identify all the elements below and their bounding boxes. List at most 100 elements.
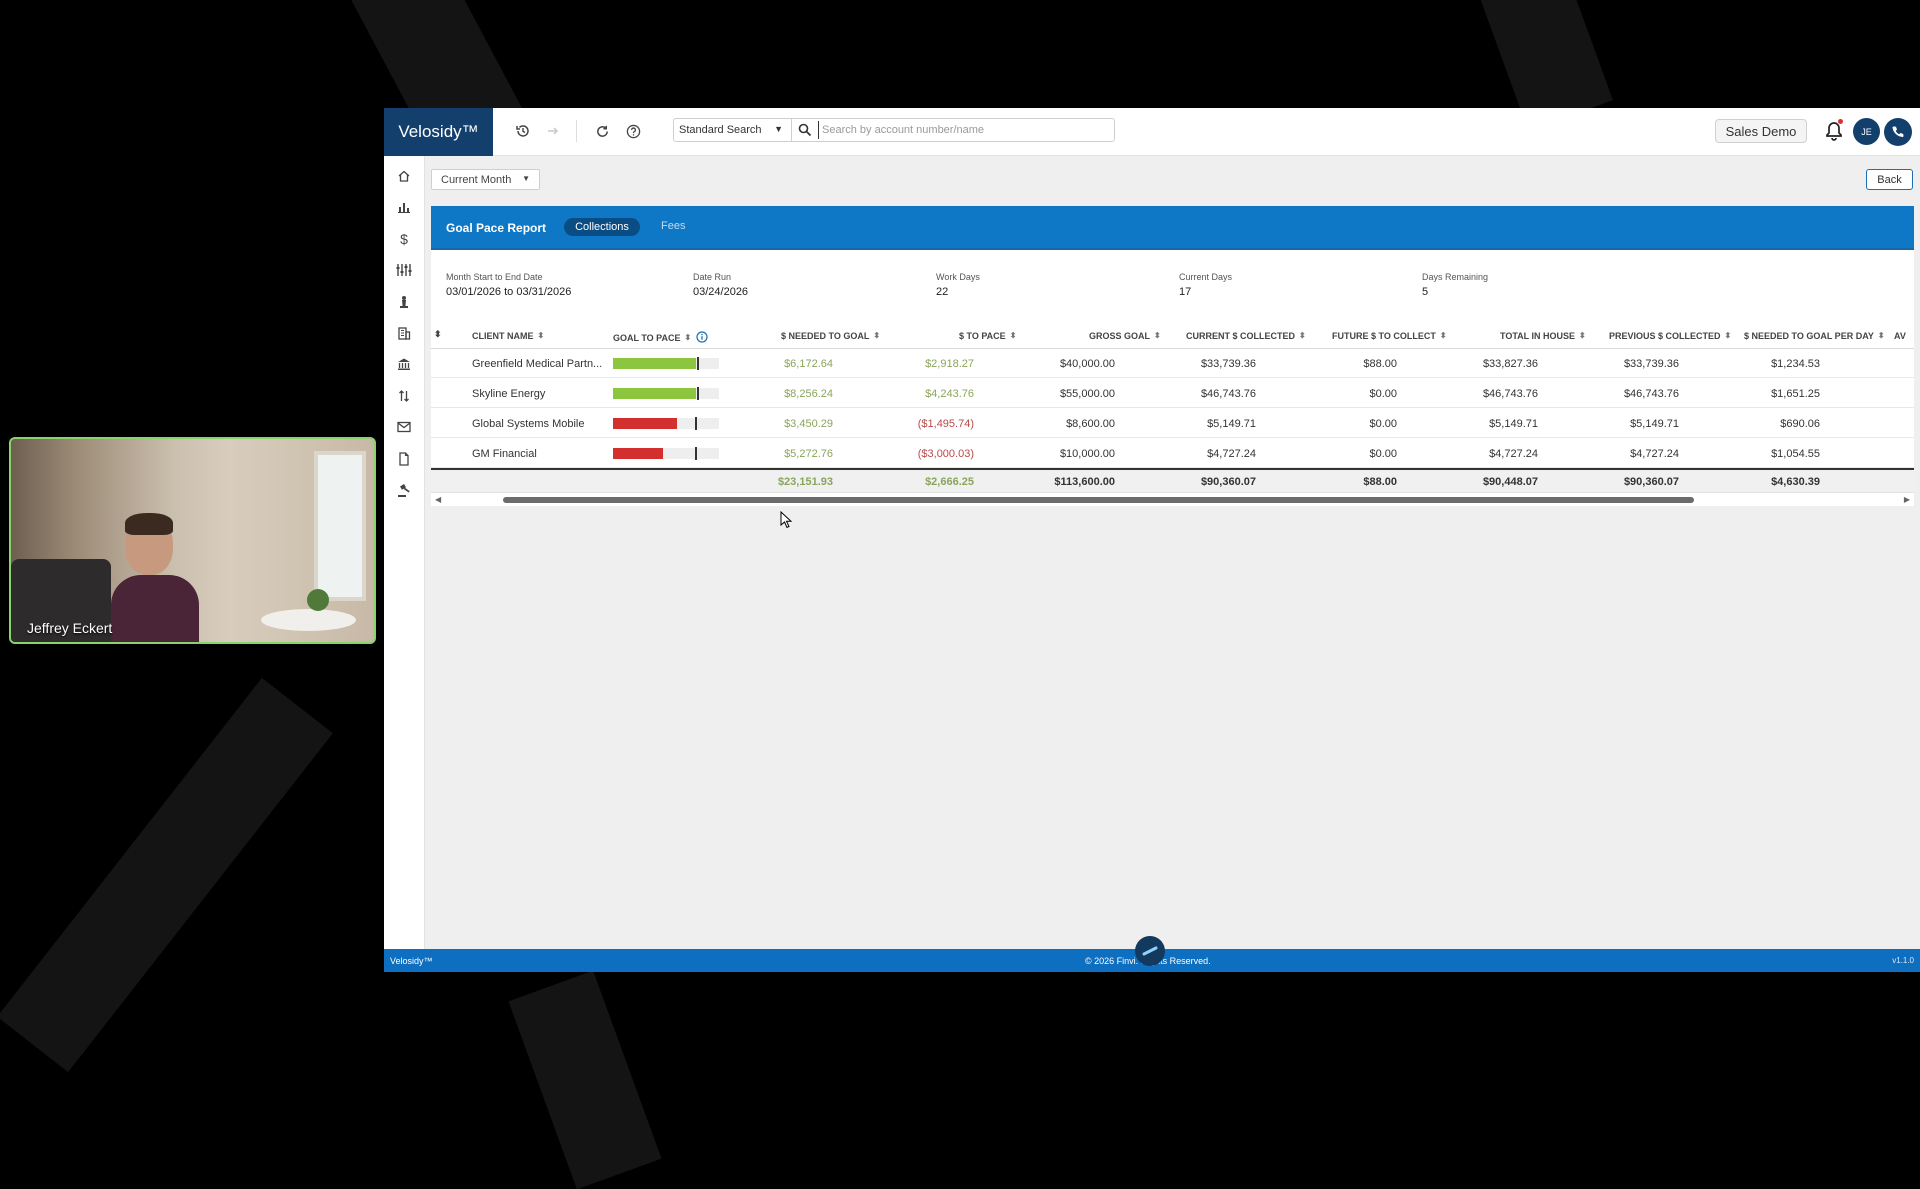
back-button[interactable]: Back xyxy=(1866,169,1913,190)
info-date-run: Date Run 03/24/2026 xyxy=(693,272,748,298)
assistant-fab-icon[interactable] xyxy=(1135,936,1165,966)
mouse-cursor-icon xyxy=(780,511,792,529)
info-label: Month Start to End Date xyxy=(446,272,543,282)
column-header-label: CLIENT NAME xyxy=(472,331,534,341)
current-collected-cell: $4,727.24 xyxy=(1207,448,1256,460)
needed-to-goal-cell: $5,272.76 xyxy=(784,448,833,460)
document-icon[interactable] xyxy=(394,449,414,469)
column-header-total-in-house[interactable]: TOTAL IN HOUSE ⬍ xyxy=(1500,331,1586,341)
table-row[interactable]: Greenfield Medical Partn... $6,172.64 $2… xyxy=(431,349,1914,378)
total-needed-to-goal: $23,151.93 xyxy=(777,476,833,488)
info-value: 17 xyxy=(1179,286,1192,298)
row-sort-icon[interactable]: ⬍ xyxy=(434,329,442,339)
tab-collections[interactable]: Collections xyxy=(564,218,640,236)
column-header-needed-per-day[interactable]: $ NEEDED TO GOAL PER DAY ⬍ xyxy=(1744,331,1885,341)
column-header-label: PREVIOUS $ COLLECTED xyxy=(1609,331,1721,341)
to-pace-cell: ($3,000.03) xyxy=(917,448,974,460)
notification-bell-icon[interactable] xyxy=(1824,120,1844,142)
goal-pace-fill xyxy=(613,358,696,369)
horizontal-scrollbar[interactable]: ◀ ▶ xyxy=(431,492,1914,506)
column-header-label: GOAL TO PACE xyxy=(613,333,681,343)
transfer-arrows-icon[interactable] xyxy=(394,386,414,406)
scroll-right-icon[interactable]: ▶ xyxy=(1903,495,1910,504)
table-row[interactable]: GM Financial $5,272.76 ($3,000.03) $10,0… xyxy=(431,439,1914,468)
gross-goal-cell: $8,600.00 xyxy=(1066,418,1115,430)
report-header: Goal Pace Report Collections Fees xyxy=(431,206,1914,250)
future-to-collect-cell: $0.00 xyxy=(1369,418,1397,430)
needed-per-day-cell: $1,234.53 xyxy=(1771,358,1820,370)
total-in-house: $90,448.07 xyxy=(1482,476,1538,488)
building-icon[interactable] xyxy=(394,323,414,343)
column-header-needed-to-goal[interactable]: $ NEEDED TO GOAL ⬍ xyxy=(781,331,880,341)
top-bar: Velosidy™ Standard Search ▼ Sales Demo J… xyxy=(384,108,1920,156)
user-avatar[interactable]: JE xyxy=(1853,118,1880,145)
tab-fees[interactable]: Fees xyxy=(661,220,686,232)
info-label: Days Remaining xyxy=(1422,272,1489,282)
total-needed-per-day: $4,630.39 xyxy=(1771,476,1820,488)
scrollbar-thumb[interactable] xyxy=(503,497,1694,503)
needed-to-goal-cell: $8,256.24 xyxy=(784,388,833,400)
column-header-to-pace[interactable]: $ TO PACE ⬍ xyxy=(959,331,1016,341)
forward-arrow-icon[interactable] xyxy=(542,120,564,142)
participant-name: Jeffrey Eckert xyxy=(27,620,113,636)
equalizer-icon[interactable] xyxy=(394,260,414,280)
total-current-collected: $90,360.07 xyxy=(1200,476,1256,488)
refresh-icon[interactable] xyxy=(591,120,613,142)
info-value: 5 xyxy=(1422,286,1429,298)
column-header-previous-collected[interactable]: PREVIOUS $ COLLECTED ⬍ xyxy=(1609,331,1731,341)
to-pace-cell: $4,243.76 xyxy=(925,388,974,400)
client-name-cell[interactable]: Greenfield Medical Partn... xyxy=(472,358,603,370)
needed-per-day-cell: $1,651.25 xyxy=(1771,388,1820,400)
to-pace-cell: ($1,495.74) xyxy=(917,418,974,430)
dollar-icon[interactable]: $ xyxy=(400,231,408,247)
video-table xyxy=(261,609,356,631)
column-header-goal-to-pace[interactable]: GOAL TO PACE ⬍ xyxy=(613,331,708,343)
participant-video-tile[interactable]: Jeffrey Eckert xyxy=(9,437,376,644)
history-icon[interactable] xyxy=(512,120,534,142)
client-name-cell[interactable]: Global Systems Mobile xyxy=(472,418,585,430)
pace-marker xyxy=(694,447,697,460)
mail-icon[interactable] xyxy=(394,417,414,437)
phone-icon[interactable] xyxy=(1884,118,1912,146)
info-work-days: Work Days 22 xyxy=(936,272,980,298)
sort-icon: ⬍ xyxy=(1009,331,1017,340)
gross-goal-cell: $55,000.00 xyxy=(1059,388,1115,400)
client-name-cell[interactable]: Skyline Energy xyxy=(472,388,546,400)
sort-icon: ⬍ xyxy=(1877,331,1885,340)
goal-pace-bar xyxy=(613,357,719,370)
table-row[interactable]: Global Systems Mobile $3,450.29 ($1,495.… xyxy=(431,409,1914,438)
search-scope-select[interactable]: Standard Search ▼ xyxy=(674,119,792,141)
needed-per-day-cell: $1,054.55 xyxy=(1771,448,1820,460)
info-value: 22 xyxy=(936,286,949,298)
total-in-house-cell: $33,827.36 xyxy=(1482,358,1538,370)
column-header-partial[interactable]: AV xyxy=(1894,331,1906,341)
column-header-gross-goal[interactable]: GROSS GOAL ⬍ xyxy=(1089,331,1161,341)
home-icon[interactable] xyxy=(394,166,414,186)
brand-logo[interactable]: Velosidy™ xyxy=(384,108,493,156)
goal-pace-bar xyxy=(613,447,719,460)
report-title: Goal Pace Report xyxy=(446,221,547,235)
search-bar: Standard Search ▼ xyxy=(673,118,1115,142)
client-name-cell[interactable]: GM Financial xyxy=(472,448,537,460)
current-collected-cell: $33,739.36 xyxy=(1200,358,1256,370)
scroll-left-icon[interactable]: ◀ xyxy=(435,495,442,504)
column-header-future-to-collect[interactable]: FUTURE $ TO COLLECT ⬍ xyxy=(1332,331,1447,341)
total-in-house-cell: $4,727.24 xyxy=(1489,448,1538,460)
sort-icon: ⬍ xyxy=(1579,331,1586,340)
column-header-client-name[interactable]: CLIENT NAME ⬍ xyxy=(472,331,544,341)
table-row[interactable]: Skyline Energy $8,256.24 $4,243.76 $55,0… xyxy=(431,379,1914,408)
chess-piece-icon[interactable] xyxy=(394,292,414,312)
bar-chart-icon[interactable] xyxy=(394,197,414,217)
column-header-label: CURRENT $ COLLECTED xyxy=(1186,331,1296,341)
gavel-icon[interactable] xyxy=(394,480,414,500)
info-date-range: Month Start to End Date 03/01/2026 to 03… xyxy=(446,272,571,298)
workspace-button[interactable]: Sales Demo xyxy=(1715,119,1807,143)
help-icon[interactable] xyxy=(622,120,644,142)
info-icon[interactable] xyxy=(696,331,708,343)
search-input[interactable] xyxy=(818,121,1108,139)
column-header-current-collected[interactable]: CURRENT $ COLLECTED ⬍ xyxy=(1186,331,1306,341)
footer-version: v1.1.0 xyxy=(1892,956,1914,965)
goal-pace-bar xyxy=(613,417,719,430)
bank-icon[interactable] xyxy=(394,354,414,374)
month-filter-dropdown[interactable]: Current Month ▼ xyxy=(431,169,540,190)
